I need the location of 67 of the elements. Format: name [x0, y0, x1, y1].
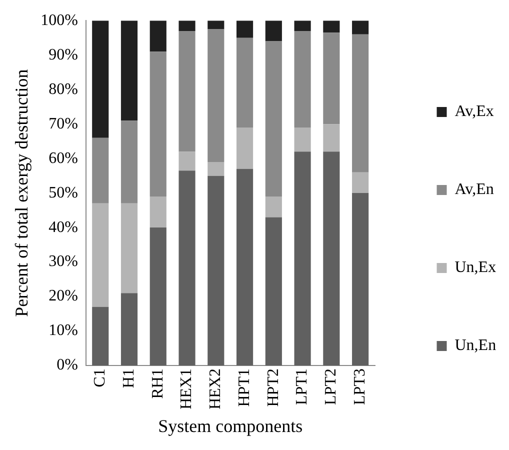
bar — [265, 41, 282, 197]
y-tick-label: 20% — [48, 288, 78, 305]
bar — [178, 30, 196, 152]
bar — [208, 162, 224, 176]
bar — [265, 217, 282, 366]
bar — [294, 128, 311, 152]
bar — [323, 152, 340, 366]
y-tick-label: 50% — [48, 184, 78, 202]
bar — [150, 228, 166, 366]
bar — [150, 52, 166, 197]
legend-label: Un,En — [454, 337, 496, 354]
bar — [294, 152, 311, 366]
bar — [120, 203, 138, 294]
bar — [120, 293, 138, 366]
bar — [92, 306, 109, 366]
x-tick-label: HPT2 — [264, 368, 282, 407]
y-tick-label: 60% — [48, 150, 78, 167]
bar — [150, 20, 166, 52]
bar — [265, 196, 282, 218]
x-tick-label: C1 — [92, 368, 109, 388]
y-tick-label: 30% — [48, 253, 78, 270]
bar — [120, 120, 138, 204]
y-axis-title: Percent of total exergy destruction — [12, 69, 32, 317]
y-tick-label: 70% — [48, 115, 78, 132]
x-tick-label: RH1 — [149, 368, 166, 399]
x-tick-label: LPT1 — [294, 368, 311, 405]
bar — [323, 124, 340, 152]
bar — [323, 32, 340, 124]
bar — [352, 193, 369, 366]
x-tick-label: HPT1 — [236, 368, 253, 407]
bar — [208, 176, 224, 366]
bar — [323, 20, 340, 33]
bar — [150, 196, 166, 228]
x-tick-label: HEX2 — [207, 368, 224, 410]
bar — [352, 34, 369, 172]
x-tick-label: LPT3 — [352, 368, 369, 405]
bar — [236, 38, 254, 128]
bar — [294, 30, 311, 128]
x-tick-label: HEX1 — [178, 368, 196, 410]
bar — [208, 20, 224, 30]
bar — [178, 170, 196, 366]
x-tick-label: LPT2 — [322, 368, 340, 405]
legend-label: Av,En — [454, 181, 494, 198]
bar — [236, 128, 254, 169]
x-axis-title: System components — [158, 416, 303, 436]
bar — [178, 152, 196, 171]
bar — [120, 20, 138, 121]
bar — [352, 172, 369, 194]
bar — [92, 20, 109, 138]
y-tick-label: 40% — [48, 218, 78, 236]
legend-label: Av,Ex — [454, 103, 494, 120]
bar — [236, 20, 254, 38]
y-tick-label: 100% — [40, 12, 78, 29]
bar — [92, 138, 109, 204]
legend-label: Un,Ex — [454, 259, 496, 276]
bar — [208, 29, 224, 162]
x-tick-label: H1 — [120, 368, 138, 388]
bar — [178, 20, 196, 31]
bar — [265, 20, 282, 42]
bar — [294, 20, 311, 31]
y-tick-label: 10% — [48, 322, 78, 340]
y-tick-label: 80% — [48, 80, 78, 98]
bar — [92, 203, 109, 307]
bar — [236, 168, 254, 366]
y-tick-label: 90% — [48, 46, 78, 64]
bar — [352, 20, 369, 34]
y-tick-label: 0% — [56, 356, 78, 374]
